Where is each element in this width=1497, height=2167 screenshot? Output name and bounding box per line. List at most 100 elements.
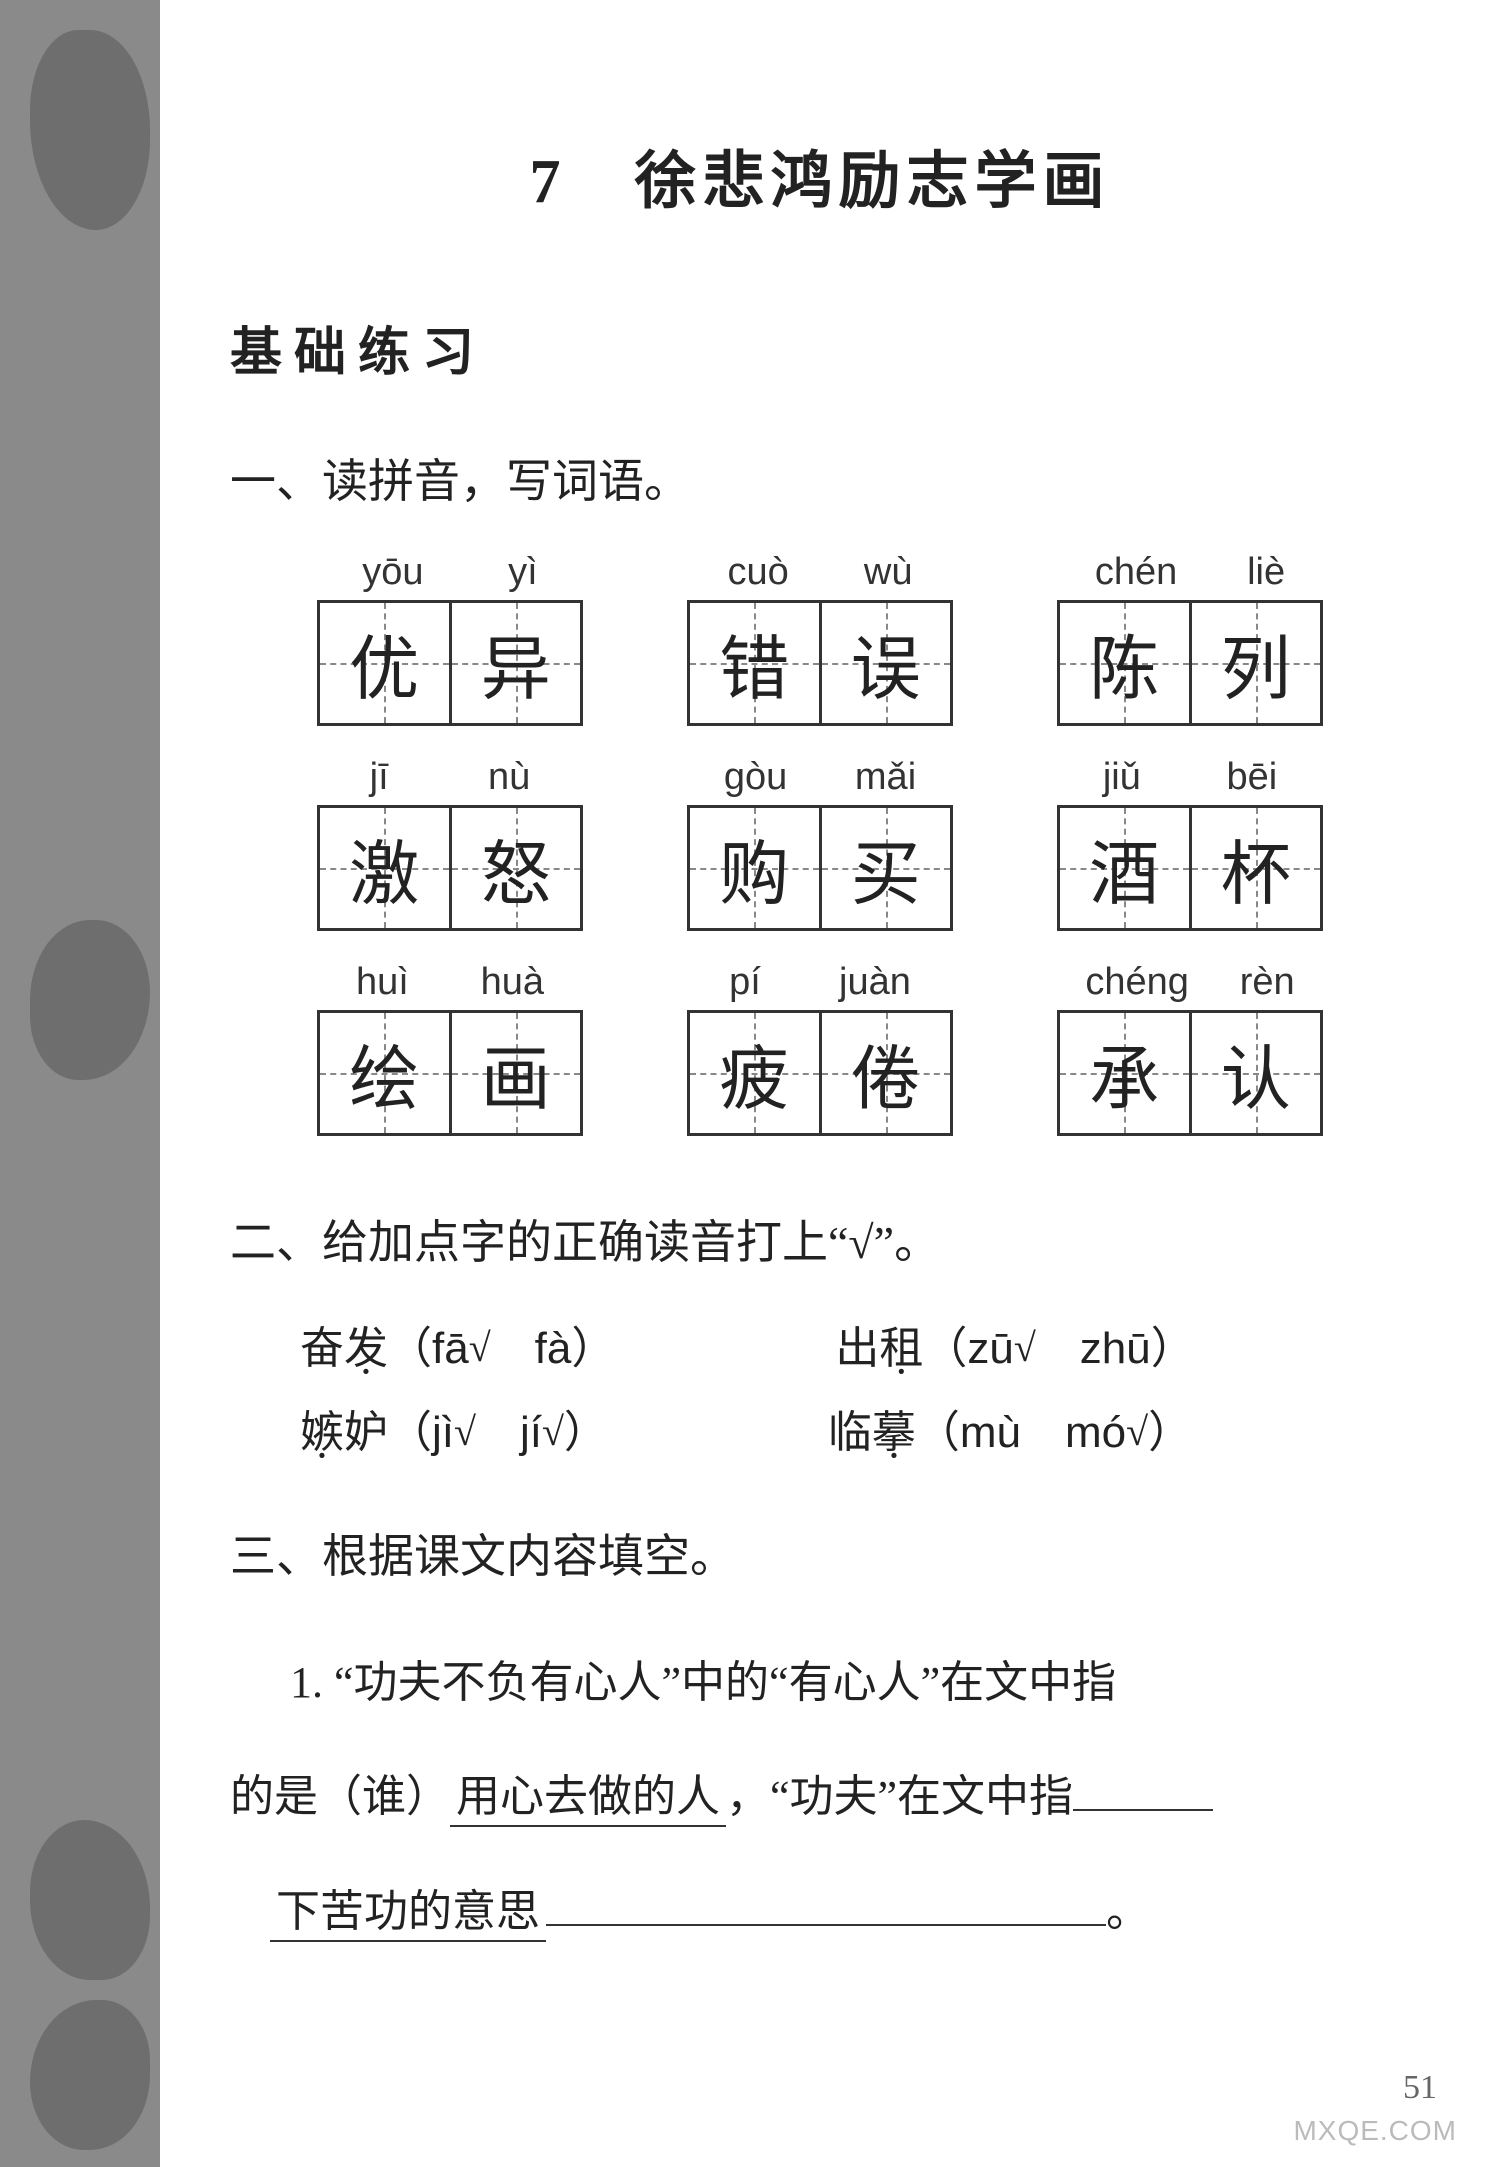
answer-character: 误 [851, 613, 921, 714]
lesson-title: 7 徐悲鸿励志学画 [230, 130, 1410, 220]
blank-line [1073, 1761, 1213, 1811]
dotted-char: 摹 [872, 1408, 916, 1457]
pinyin-syllable: bēi [1226, 756, 1277, 799]
content-area: 7 徐悲鸿励志学画 基础练习 一、读拼音，写词语。 yōuyì优异cuòwù错误… [230, 130, 1410, 1969]
decorative-blob [30, 920, 150, 1080]
paren-open: （ [916, 1408, 960, 1457]
char-cell: 酒 [1060, 808, 1192, 928]
q1-line1: 1. “功夫不负有心人”中的“有心人”在文中指 [230, 1626, 1410, 1740]
pinyin-syllable: chén [1095, 551, 1177, 594]
ex2-row: 嫉妒（jì√ jí√）临摹（mù mó√） [300, 1396, 1410, 1460]
reading-option: zū [967, 1324, 1013, 1373]
pinyin-word-grid: yōuyì优异cuòwù错误chénliè陈列jīnù激怒gòumǎi购买jiǔ… [300, 551, 1410, 1136]
char-cell: 优 [320, 603, 452, 723]
char-box-row: 优异 [317, 600, 583, 726]
check-mark-icon: √ [454, 1409, 476, 1454]
reading-option: fā [432, 1324, 469, 1373]
paren-open: （ [388, 1324, 432, 1373]
word-item: chéngrèn承认 [1040, 961, 1340, 1136]
pinyin-syllable: huì [356, 961, 409, 1004]
pinyin-row: píjuàn [690, 961, 950, 1004]
char-cell: 怒 [452, 808, 581, 928]
exercise-2-block: 奋发（fā√ fà）出租（zū√ zhū）嫉妒（jì√ jí√）临摹（mù mó… [300, 1312, 1410, 1460]
char-box-row: 酒杯 [1057, 805, 1323, 931]
ex2-item: 奋发（fā√ fà） [300, 1312, 615, 1376]
word-item: píjuàn 疲倦 [670, 961, 970, 1136]
decorative-blob [30, 1820, 150, 1980]
char-cell: 异 [452, 603, 581, 723]
char-cell: 列 [1192, 603, 1321, 723]
pinyin-syllable: yì [508, 551, 538, 594]
answer-character: 买 [851, 818, 921, 919]
paren-open: （ [923, 1324, 967, 1373]
char-cell: 误 [822, 603, 951, 723]
char-cell: 绘 [320, 1013, 452, 1133]
q1-line2: 的是（谁）用心去做的人，“功夫”在文中指 [230, 1740, 1410, 1854]
paren-close: ） [564, 1408, 608, 1457]
spacer [476, 1408, 520, 1457]
check-mark-icon: √ [542, 1409, 564, 1454]
exercise-2-instruction: 二、给加点字的正确读音打上“√”。 [230, 1206, 1410, 1272]
reading-option: jí [520, 1408, 542, 1457]
exercise-1-instruction: 一、读拼音，写词语。 [230, 445, 1410, 511]
page-number: 51 [1403, 2069, 1437, 2107]
check-mark-icon: √ [1014, 1325, 1036, 1370]
word-item: yōuyì优异 [300, 551, 600, 726]
pinyin-syllable: jī [370, 756, 389, 799]
reading-option: mó [1065, 1408, 1126, 1457]
exercise-3-block: 1. “功夫不负有心人”中的“有心人”在文中指 的是（谁）用心去做的人，“功夫”… [230, 1626, 1410, 1969]
pinyin-row: jiǔ bēi [1060, 756, 1320, 799]
dotted-char: 发 [344, 1324, 388, 1373]
spacer [1036, 1324, 1080, 1373]
answer-character: 列 [1221, 613, 1291, 714]
word-item: chén liè 陈列 [1040, 551, 1340, 726]
answer-character: 怒 [481, 818, 551, 919]
pinyin-syllable: chéng [1085, 961, 1189, 1004]
answer-character: 酒 [1089, 818, 1159, 919]
char-cell: 倦 [822, 1013, 951, 1133]
q1-answer-1: 用心去做的人 [450, 1772, 726, 1827]
char-cell: 疲 [690, 1013, 822, 1133]
reading-option: mù [960, 1408, 1021, 1457]
pinyin-syllable: liè [1247, 551, 1285, 594]
pinyin-row: chéngrèn [1060, 961, 1320, 1004]
answer-character: 倦 [851, 1023, 921, 1124]
spacer [1021, 1408, 1065, 1457]
check-mark-icon: √ [469, 1325, 491, 1370]
reading-option: jì [432, 1408, 454, 1457]
char-cell: 承 [1060, 1013, 1192, 1133]
char-cell: 购 [690, 808, 822, 928]
watermark: MXQE.COM [1293, 2115, 1457, 2147]
check-mark-icon: √ [1126, 1409, 1148, 1454]
q1-text: “功夫不负有心人”中的“有心人”在文中指 [334, 1658, 1116, 1707]
dotted-char: 租 [879, 1324, 923, 1373]
ex2-item: 临摹（mù mó√） [828, 1396, 1192, 1460]
answer-character: 承 [1089, 1023, 1159, 1124]
answer-character: 陈 [1089, 613, 1159, 714]
decorative-blob [30, 2000, 150, 2150]
pinyin-syllable: huà [481, 961, 544, 1004]
section-heading: 基础练习 [230, 310, 1410, 385]
pinyin-row: huì huà [320, 961, 580, 1004]
paren-open: （ [388, 1408, 432, 1457]
word-char: 妒 [344, 1408, 388, 1457]
char-cell: 杯 [1192, 808, 1321, 928]
char-cell: 陈 [1060, 603, 1192, 723]
answer-character: 异 [481, 613, 551, 714]
char-cell: 买 [822, 808, 951, 928]
q1-end: 。 [1106, 1887, 1150, 1936]
pinyin-syllable: gòu [724, 756, 787, 799]
pinyin-syllable: pí [729, 961, 761, 1004]
word-item: jīnù激怒 [300, 756, 600, 931]
word-char: 临 [828, 1408, 872, 1457]
answer-character: 激 [349, 818, 419, 919]
char-box-row: 错误 [687, 600, 953, 726]
answer-character: 疲 [719, 1023, 789, 1124]
word-item: gòumǎi购买 [670, 756, 970, 931]
blank-line [546, 1875, 1106, 1925]
ex2-item: 出租（zū√ zhū） [835, 1312, 1194, 1376]
word-char: 出 [835, 1324, 879, 1373]
page: 7 徐悲鸿励志学画 基础练习 一、读拼音，写词语。 yōuyì优异cuòwù错误… [0, 0, 1497, 2167]
pinyin-syllable: jiǔ [1103, 756, 1141, 799]
char-box-row: 陈列 [1057, 600, 1323, 726]
